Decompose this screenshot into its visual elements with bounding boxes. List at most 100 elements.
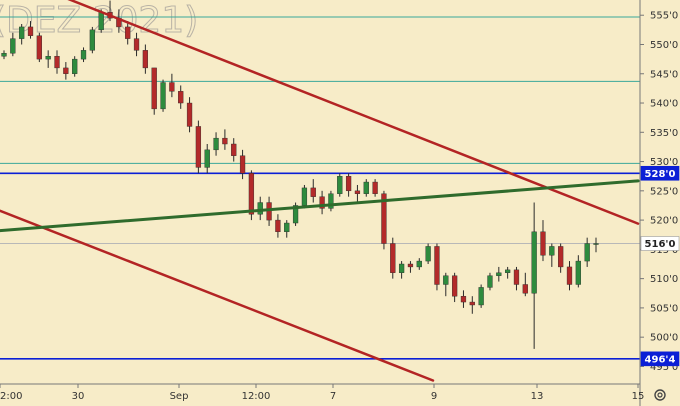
trendlines (0, 0, 640, 382)
candle-body (63, 67, 69, 74)
price-badge (640, 236, 680, 251)
price-tick-label: 500'0 (650, 333, 678, 344)
candle-body (381, 193, 387, 244)
candle-body (354, 190, 361, 194)
price-tick-label: 510'0 (650, 274, 678, 285)
candle-body (540, 231, 546, 256)
time-tick-label: 12:00 (242, 391, 271, 402)
candle-body (451, 275, 458, 297)
candle-body (558, 246, 564, 268)
candle-body (372, 181, 378, 194)
candle-body (239, 155, 246, 174)
price-badge-label: 516'0 (645, 239, 676, 250)
gear-icon[interactable] (654, 389, 666, 401)
candle-body (186, 102, 193, 127)
candle-body (549, 246, 555, 256)
candle-body (593, 243, 599, 245)
candle-body (575, 260, 581, 285)
candle-body (478, 287, 484, 306)
candle-body (460, 295, 467, 303)
price-tick-label: 530'0 (650, 157, 678, 168)
price-tick-label: 535'0 (650, 128, 678, 139)
candles (1, 0, 599, 349)
trendline-1[interactable] (0, 209, 435, 382)
candle-body (89, 29, 95, 51)
candle-body (584, 243, 590, 262)
price-badge (640, 351, 680, 367)
price-badge (640, 165, 680, 181)
candle-body (292, 205, 299, 224)
price-tick-label: 555'0 (650, 11, 678, 22)
candle-body (98, 12, 104, 31)
price-tick-label: 545'0 (650, 69, 678, 80)
time-tick-label: 15 (632, 391, 645, 402)
candle-body (513, 269, 520, 285)
candle-body (363, 181, 369, 194)
price-tick-label: 525'0 (650, 186, 678, 197)
candle-body (301, 187, 308, 206)
candle-body (222, 137, 228, 145)
price-badge-label: 528'0 (645, 169, 676, 180)
candle-body (522, 284, 528, 294)
time-tick-label: 2:00 (0, 391, 22, 402)
candle-body (531, 231, 537, 294)
candle-body (204, 149, 210, 168)
candle-body (434, 246, 440, 285)
time-tick-label: Sep (170, 391, 189, 402)
candle-body (133, 38, 140, 51)
time-tick-label: 30 (72, 391, 85, 402)
candle-body (566, 266, 573, 285)
candle-body (160, 82, 166, 110)
time-axis[interactable]: 2:00 30 Sep 12:00 7 9 13 15 (0, 384, 644, 402)
candle-body (398, 263, 405, 273)
time-tick-label: 9 (431, 391, 437, 402)
candle-body (10, 38, 16, 54)
candle-body (275, 219, 281, 233)
candle-body (19, 26, 25, 39)
candle-body (142, 50, 149, 69)
candle-body (469, 301, 475, 306)
candle-body (407, 263, 414, 268)
candle-body (54, 55, 60, 69)
candle-body (1, 53, 7, 57)
price-badges: 528'0 516'0 496'4 (640, 165, 680, 367)
horizontal-lines (0, 16, 640, 360)
candle-body (337, 175, 343, 194)
price-tick-label: 540'0 (650, 99, 678, 110)
price-tick-label: 495'0 (650, 362, 678, 373)
candle-body (45, 55, 51, 60)
candle-body (390, 243, 396, 273)
candle-body (80, 50, 87, 60)
time-tick-label: 13 (531, 391, 544, 402)
candle-body (443, 275, 449, 285)
candle-body (27, 26, 34, 36)
candle-body (496, 272, 502, 276)
candle-body (505, 269, 511, 273)
candle-body (195, 126, 202, 168)
candle-body (178, 91, 184, 104)
price-tick-label: 550'0 (650, 40, 678, 51)
candle-body (72, 58, 78, 74)
candle-body (487, 275, 493, 288)
candle-body (213, 137, 219, 151)
candle-body (319, 196, 325, 209)
candle-body (231, 143, 237, 156)
candle-body (125, 26, 131, 39)
trendline-2[interactable] (0, 179, 640, 233)
candle-body (169, 82, 175, 92)
time-tick-label: 7 (330, 391, 336, 402)
candle-body (310, 187, 316, 197)
candle-body (416, 260, 422, 268)
price-axis[interactable]: 555'0 550'0 545'0 540'0 535'0 530'0 525'0 520'0… (640, 11, 678, 373)
plot-background (0, 0, 640, 384)
candle-body (284, 222, 290, 233)
candle-body (328, 193, 334, 209)
trendline-0[interactable] (50, 0, 640, 225)
candle-body (425, 246, 431, 262)
candle-body (266, 202, 272, 221)
price-tick-label: 505'0 (650, 303, 678, 314)
candle-body (36, 35, 42, 60)
candle-body (248, 173, 255, 215)
